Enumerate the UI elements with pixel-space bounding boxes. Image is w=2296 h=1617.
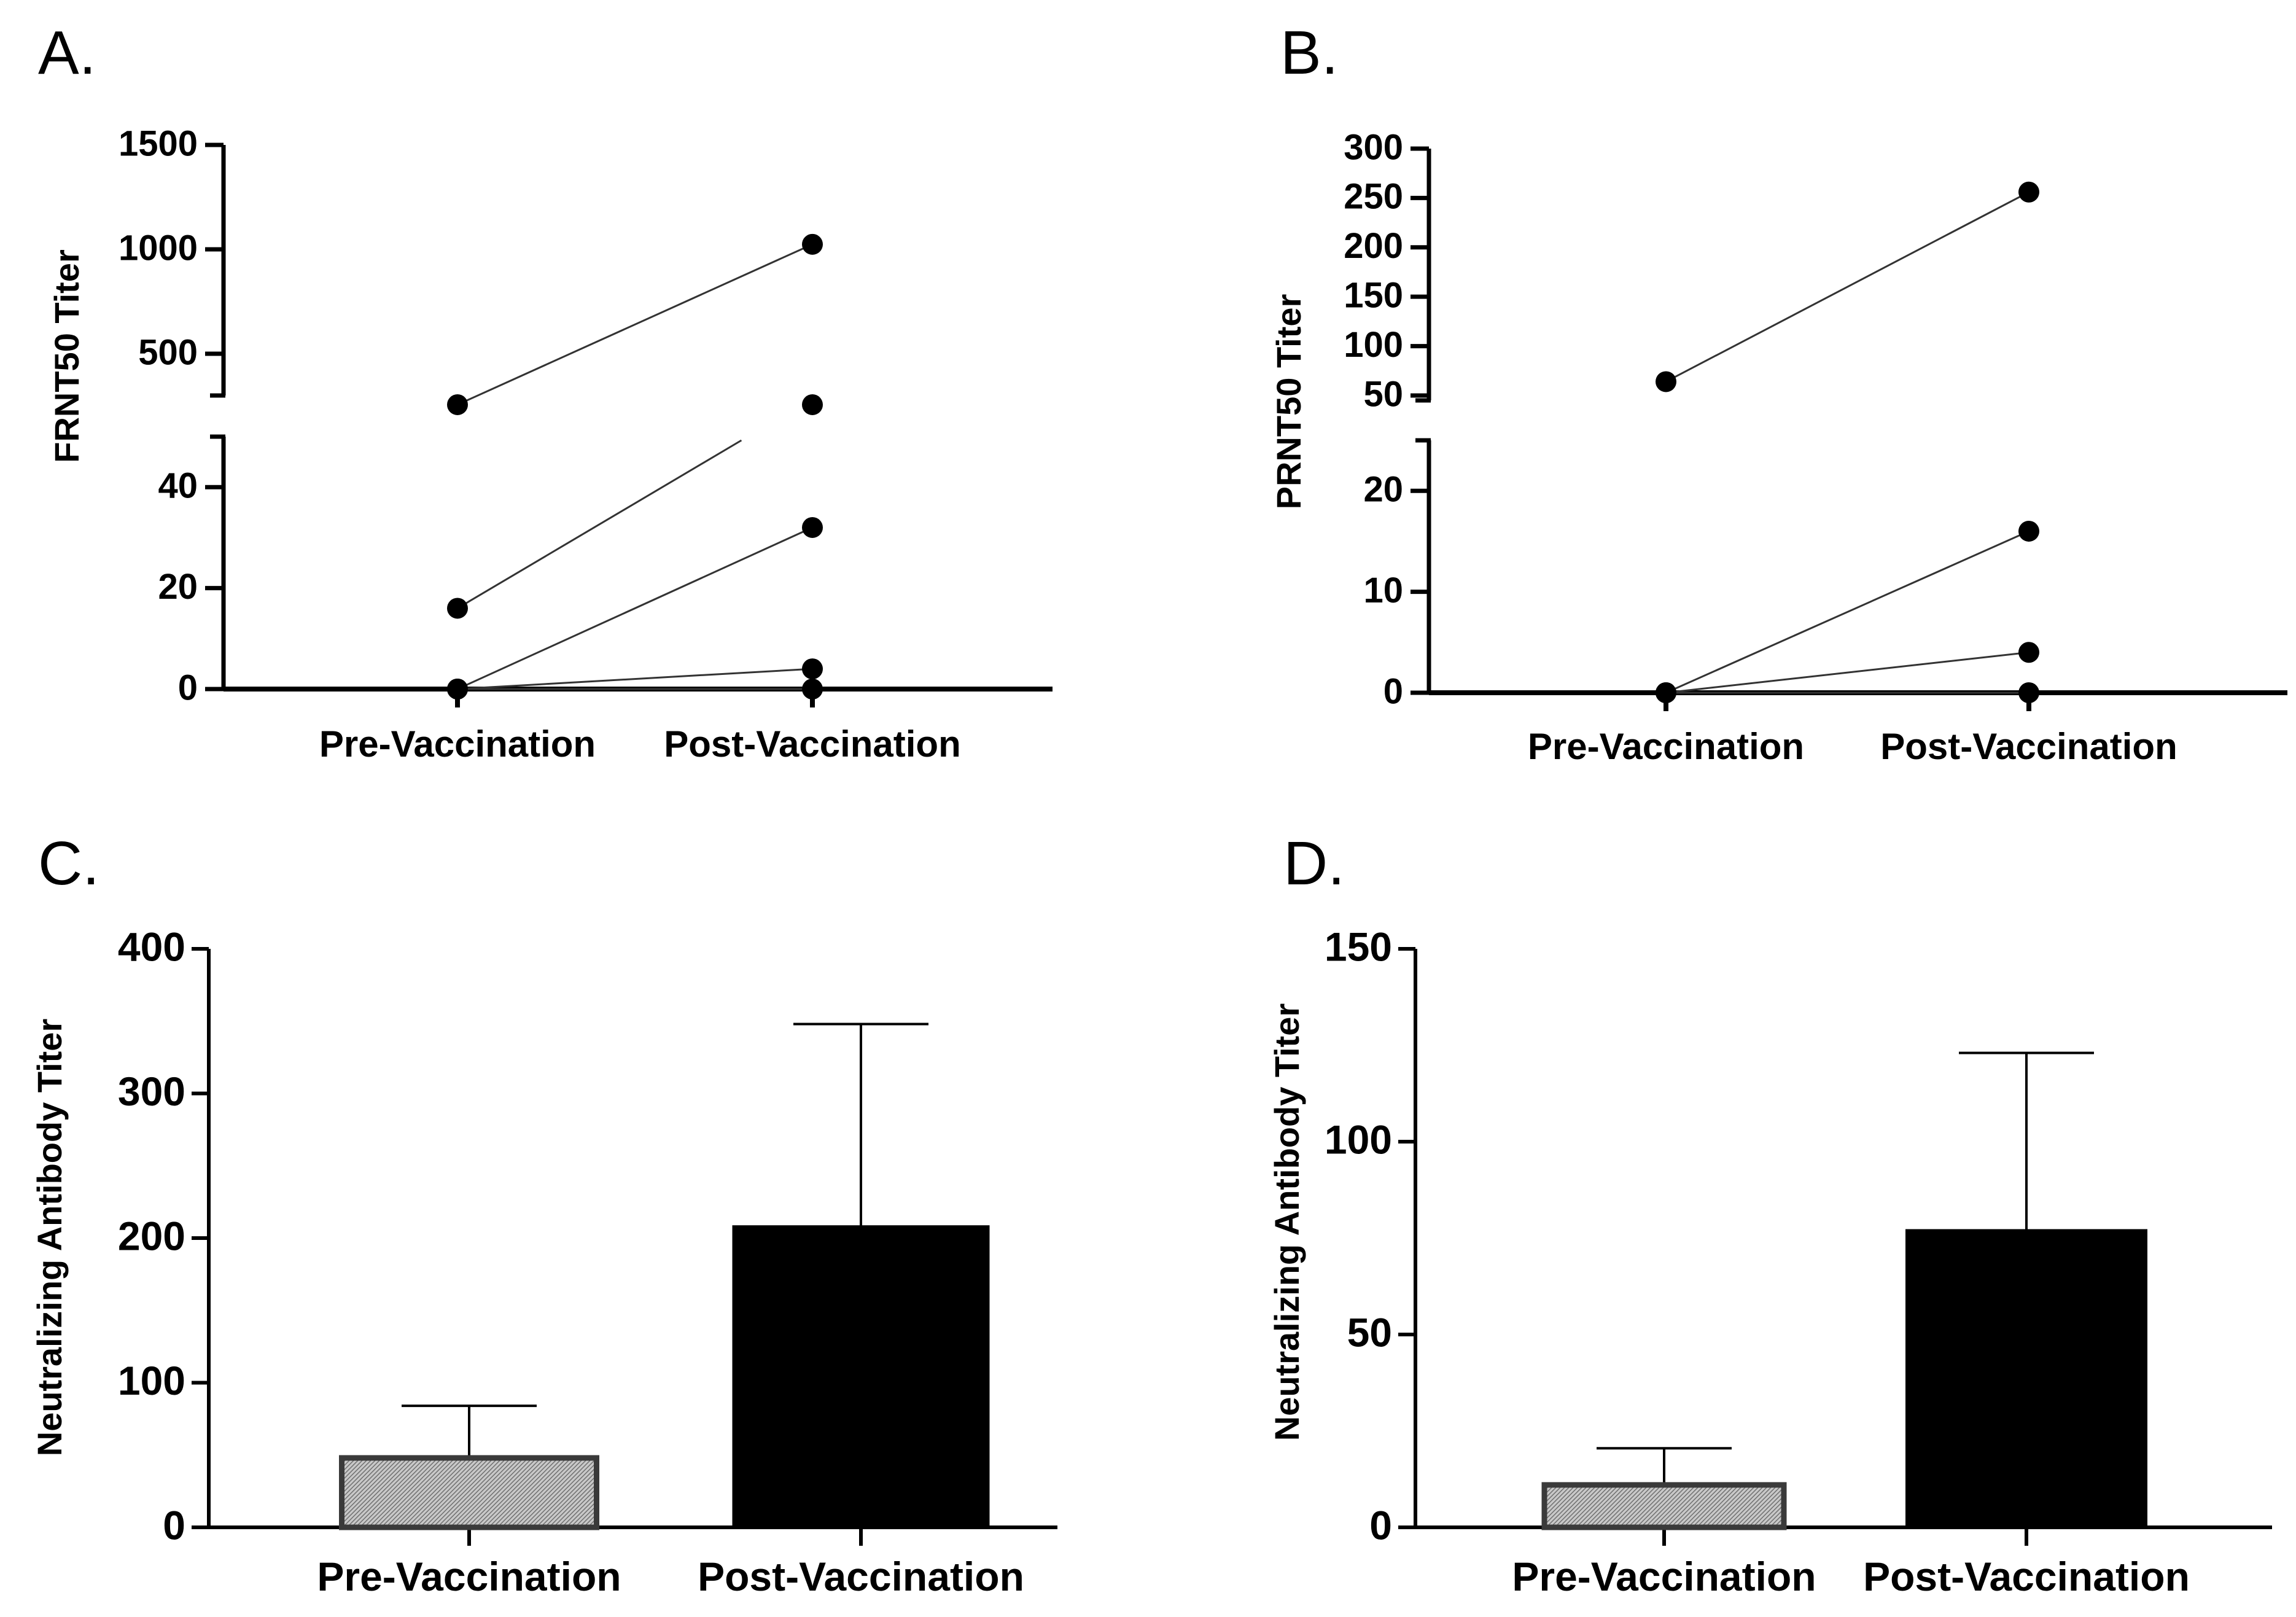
panel-a-marks bbox=[447, 233, 823, 699]
a-point-post-1 bbox=[802, 394, 823, 415]
panel-a-ylabel: FRNT50 Titer bbox=[47, 249, 86, 462]
d-bar-1 bbox=[1905, 1229, 2147, 1529]
panel-d-ylabel: Neutralizing Antibody Titer bbox=[1267, 1003, 1306, 1441]
a-series-line-3 bbox=[457, 668, 813, 690]
d-y-tick-label-0: 0 bbox=[1369, 1502, 1392, 1548]
a-y-tick-label-upper-0: 500 bbox=[138, 332, 198, 372]
b-point-pre-0 bbox=[1656, 371, 1676, 392]
panel-c-marks bbox=[339, 1023, 990, 1530]
panel-d-axes: 0 50 100 150 bbox=[1325, 924, 2272, 1548]
panel-a-xlabel-pre: Pre-Vaccination bbox=[319, 723, 596, 765]
panel-a-label: A. bbox=[38, 18, 96, 87]
panel-c-xlabel-post: Post-Vaccination bbox=[698, 1554, 1024, 1599]
b-point-post-3 bbox=[2018, 682, 2039, 703]
d-y-tick-label-3: 150 bbox=[1325, 924, 1392, 969]
panel-b-label: B. bbox=[1280, 18, 1338, 87]
b-point-post-1 bbox=[2018, 520, 2039, 542]
b-y-tick-label-lower-1: 10 bbox=[1363, 571, 1403, 610]
a-y-tick-label-lower-2: 40 bbox=[158, 466, 198, 506]
b-y-tick-label-upper-3: 200 bbox=[1344, 226, 1403, 266]
c-bar-0 bbox=[339, 1455, 599, 1530]
b-y-tick-label-upper-5: 300 bbox=[1344, 127, 1403, 167]
panel-b-ylabel: PRNT50 Titer bbox=[1269, 294, 1308, 510]
c-y-tick-label-2: 200 bbox=[118, 1213, 185, 1258]
a-point-post-3 bbox=[802, 658, 823, 680]
panel-d-xlabel-pre: Pre-Vaccination bbox=[1512, 1554, 1816, 1599]
b-y-tick-label-upper-4: 250 bbox=[1344, 177, 1403, 217]
b-y-tick-label-upper-2: 150 bbox=[1344, 276, 1403, 316]
b-y-tick-label-lower-2: 20 bbox=[1363, 470, 1403, 510]
d-bar-0 bbox=[1541, 1482, 1787, 1530]
panel-a: A. FRNT50 Titer 0 20 40 500 1000 1500 Pre-Vac… bbox=[38, 18, 1053, 765]
a-point-pre-1 bbox=[447, 598, 468, 619]
panel-d-xlabel-post: Post-Vaccination bbox=[1863, 1554, 2190, 1599]
a-point-post-2 bbox=[802, 516, 823, 538]
a-y-tick-label-lower-1: 20 bbox=[158, 567, 198, 607]
panel-b: B. PRNT50 Titer 0 10 20 50 100 150 200 250 300 P… bbox=[1269, 18, 2287, 767]
panel-d: D. Neutralizing Antibody Titer 0 50 100 150… bbox=[1267, 829, 2272, 1599]
panel-a-xlabel-post: Post-Vaccination bbox=[664, 723, 960, 765]
panel-a-axes: 0 20 40 500 1000 1500 bbox=[119, 123, 1053, 707]
b-series-line-2 bbox=[1665, 651, 2029, 694]
a-y-tick-label-upper-1: 1000 bbox=[119, 228, 198, 268]
a-series-line-0 bbox=[457, 243, 813, 406]
c-bar-1 bbox=[732, 1225, 990, 1529]
b-y-tick-label-lower-0: 0 bbox=[1383, 671, 1403, 711]
panel-c-label: C. bbox=[38, 829, 99, 898]
panel-b-marks bbox=[1656, 181, 2039, 703]
b-point-post-2 bbox=[2018, 642, 2039, 663]
b-y-tick-label-upper-0: 50 bbox=[1363, 374, 1403, 414]
panel-b-xlabel-pre: Pre-Vaccination bbox=[1528, 726, 1804, 767]
a-point-post-4 bbox=[802, 679, 823, 699]
d-y-tick-label-2: 100 bbox=[1325, 1116, 1392, 1162]
d-y-tick-label-1: 50 bbox=[1347, 1309, 1392, 1355]
panel-c: C. Neutralizing Antibody Titer 0 100 200 30… bbox=[30, 829, 1057, 1599]
c-y-tick-label-0: 0 bbox=[163, 1502, 185, 1548]
c-y-tick-label-1: 100 bbox=[118, 1358, 185, 1403]
b-y-tick-label-upper-1: 100 bbox=[1344, 325, 1403, 365]
a-point-post-0 bbox=[802, 233, 823, 255]
a-point-pre-4 bbox=[447, 679, 468, 699]
panel-c-xlabel-pre: Pre-Vaccination bbox=[317, 1554, 621, 1599]
b-point-post-0 bbox=[2018, 181, 2039, 203]
a-point-pre-0 bbox=[447, 394, 468, 415]
panel-d-label: D. bbox=[1283, 829, 1345, 898]
c-y-tick-label-3: 300 bbox=[118, 1069, 185, 1114]
c-y-tick-label-4: 400 bbox=[118, 924, 185, 969]
a-y-tick-label-upper-2: 1500 bbox=[119, 123, 198, 163]
a-y-tick-label-lower-0: 0 bbox=[178, 668, 198, 707]
a-series-line-2 bbox=[457, 526, 813, 690]
a-series-line-1 bbox=[457, 439, 742, 609]
panel-b-axes: 0 10 20 50 100 150 200 250 300 bbox=[1344, 127, 2287, 711]
panel-b-xlabel-post: Post-Vaccination bbox=[1880, 726, 2177, 767]
b-series-line-0 bbox=[1665, 191, 2029, 383]
panel-c-ylabel: Neutralizing Antibody Titer bbox=[30, 1019, 69, 1456]
panel-d-marks bbox=[1541, 1051, 2147, 1530]
b-series-line-1 bbox=[1665, 530, 2029, 694]
b-point-pre-3 bbox=[1656, 682, 1676, 703]
